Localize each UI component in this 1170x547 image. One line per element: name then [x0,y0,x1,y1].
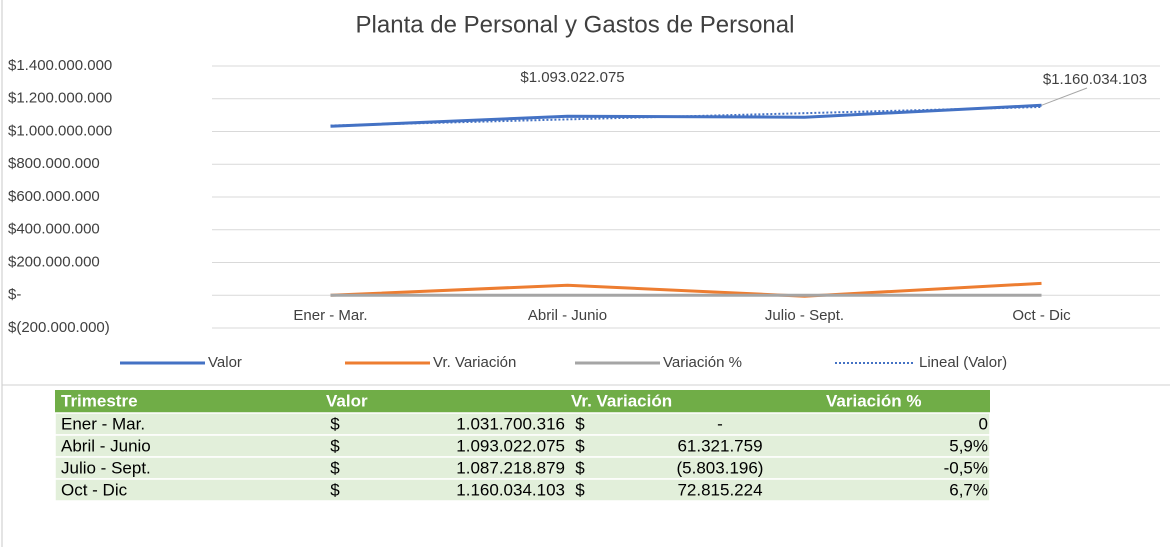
table-cell: $ [575,436,585,455]
table-row-bg [54,478,991,502]
x-tick-label: Julio - Sept. [765,307,844,324]
x-tick-label: Oct - Dic [1012,307,1071,324]
y-tick-label: $1.400.000.000 [8,57,112,74]
y-tick-label: $200.000.000 [8,253,100,270]
table-cell: 1.087.218.879 [456,458,565,477]
series-line [330,103,1042,128]
table-cell: 61.321.759 [677,436,762,455]
series-line [330,281,1042,298]
table-cell: $ [330,458,340,477]
table-cell: 6,7% [949,480,988,499]
legend-label: Vr. Variación [433,354,516,371]
x-tick-label: Ener - Mar. [293,307,367,324]
legend-label: Valor [208,354,242,371]
table-cell: $ [330,414,340,433]
table-cell: 1.093.022.075 [456,436,565,455]
table-cell: $ [575,480,585,499]
table-cell: Ener - Mar. [61,414,145,433]
table-header: Vr. Variación [571,391,672,410]
legend-label: Lineal (Valor) [919,354,1007,371]
table-header: Valor [326,391,368,410]
table-cell: Oct - Dic [61,480,128,499]
table-header: Variación % [826,391,921,410]
data-label: $1.093.022.075 [520,69,624,86]
data-label: $1.160.034.103 [1043,71,1147,88]
table-cell: $ [575,458,585,477]
table-cell: Abril - Junio [61,436,151,455]
table-cell: 0 [979,414,988,433]
y-tick-label: $600.000.000 [8,188,100,205]
y-tick-label: $800.000.000 [8,155,100,172]
table-cell: 5,9% [949,436,988,455]
table-header: Trimestre [61,391,138,410]
legend-label: Variación % [663,354,742,371]
y-tick-label: $1.000.000.000 [8,122,112,139]
table-cell: Julio - Sept. [61,458,151,477]
chart-title: Planta de Personal y Gastos de Personal [356,11,795,38]
leader-line [1041,87,1088,106]
table-cell: $ [330,436,340,455]
table-cell: - [717,414,723,433]
table-cell: -0,5% [944,458,988,477]
y-tick-label: $1.200.000.000 [8,90,112,107]
y-tick-label: $(200.000.000) [8,319,110,336]
table-cell: $ [330,480,340,499]
table-cell: $ [575,414,585,433]
table-cell: (5.803.196) [677,458,764,477]
table-cell: 72.815.224 [677,480,762,499]
y-tick-label: $- [8,286,21,303]
table-cell: 1.160.034.103 [456,480,565,499]
x-tick-label: Abril - Junio [528,307,607,324]
y-tick-label: $400.000.000 [8,221,100,238]
table-header-bg [55,390,990,413]
table-cell: 1.031.700.316 [456,414,565,433]
trend-line [330,105,1042,127]
